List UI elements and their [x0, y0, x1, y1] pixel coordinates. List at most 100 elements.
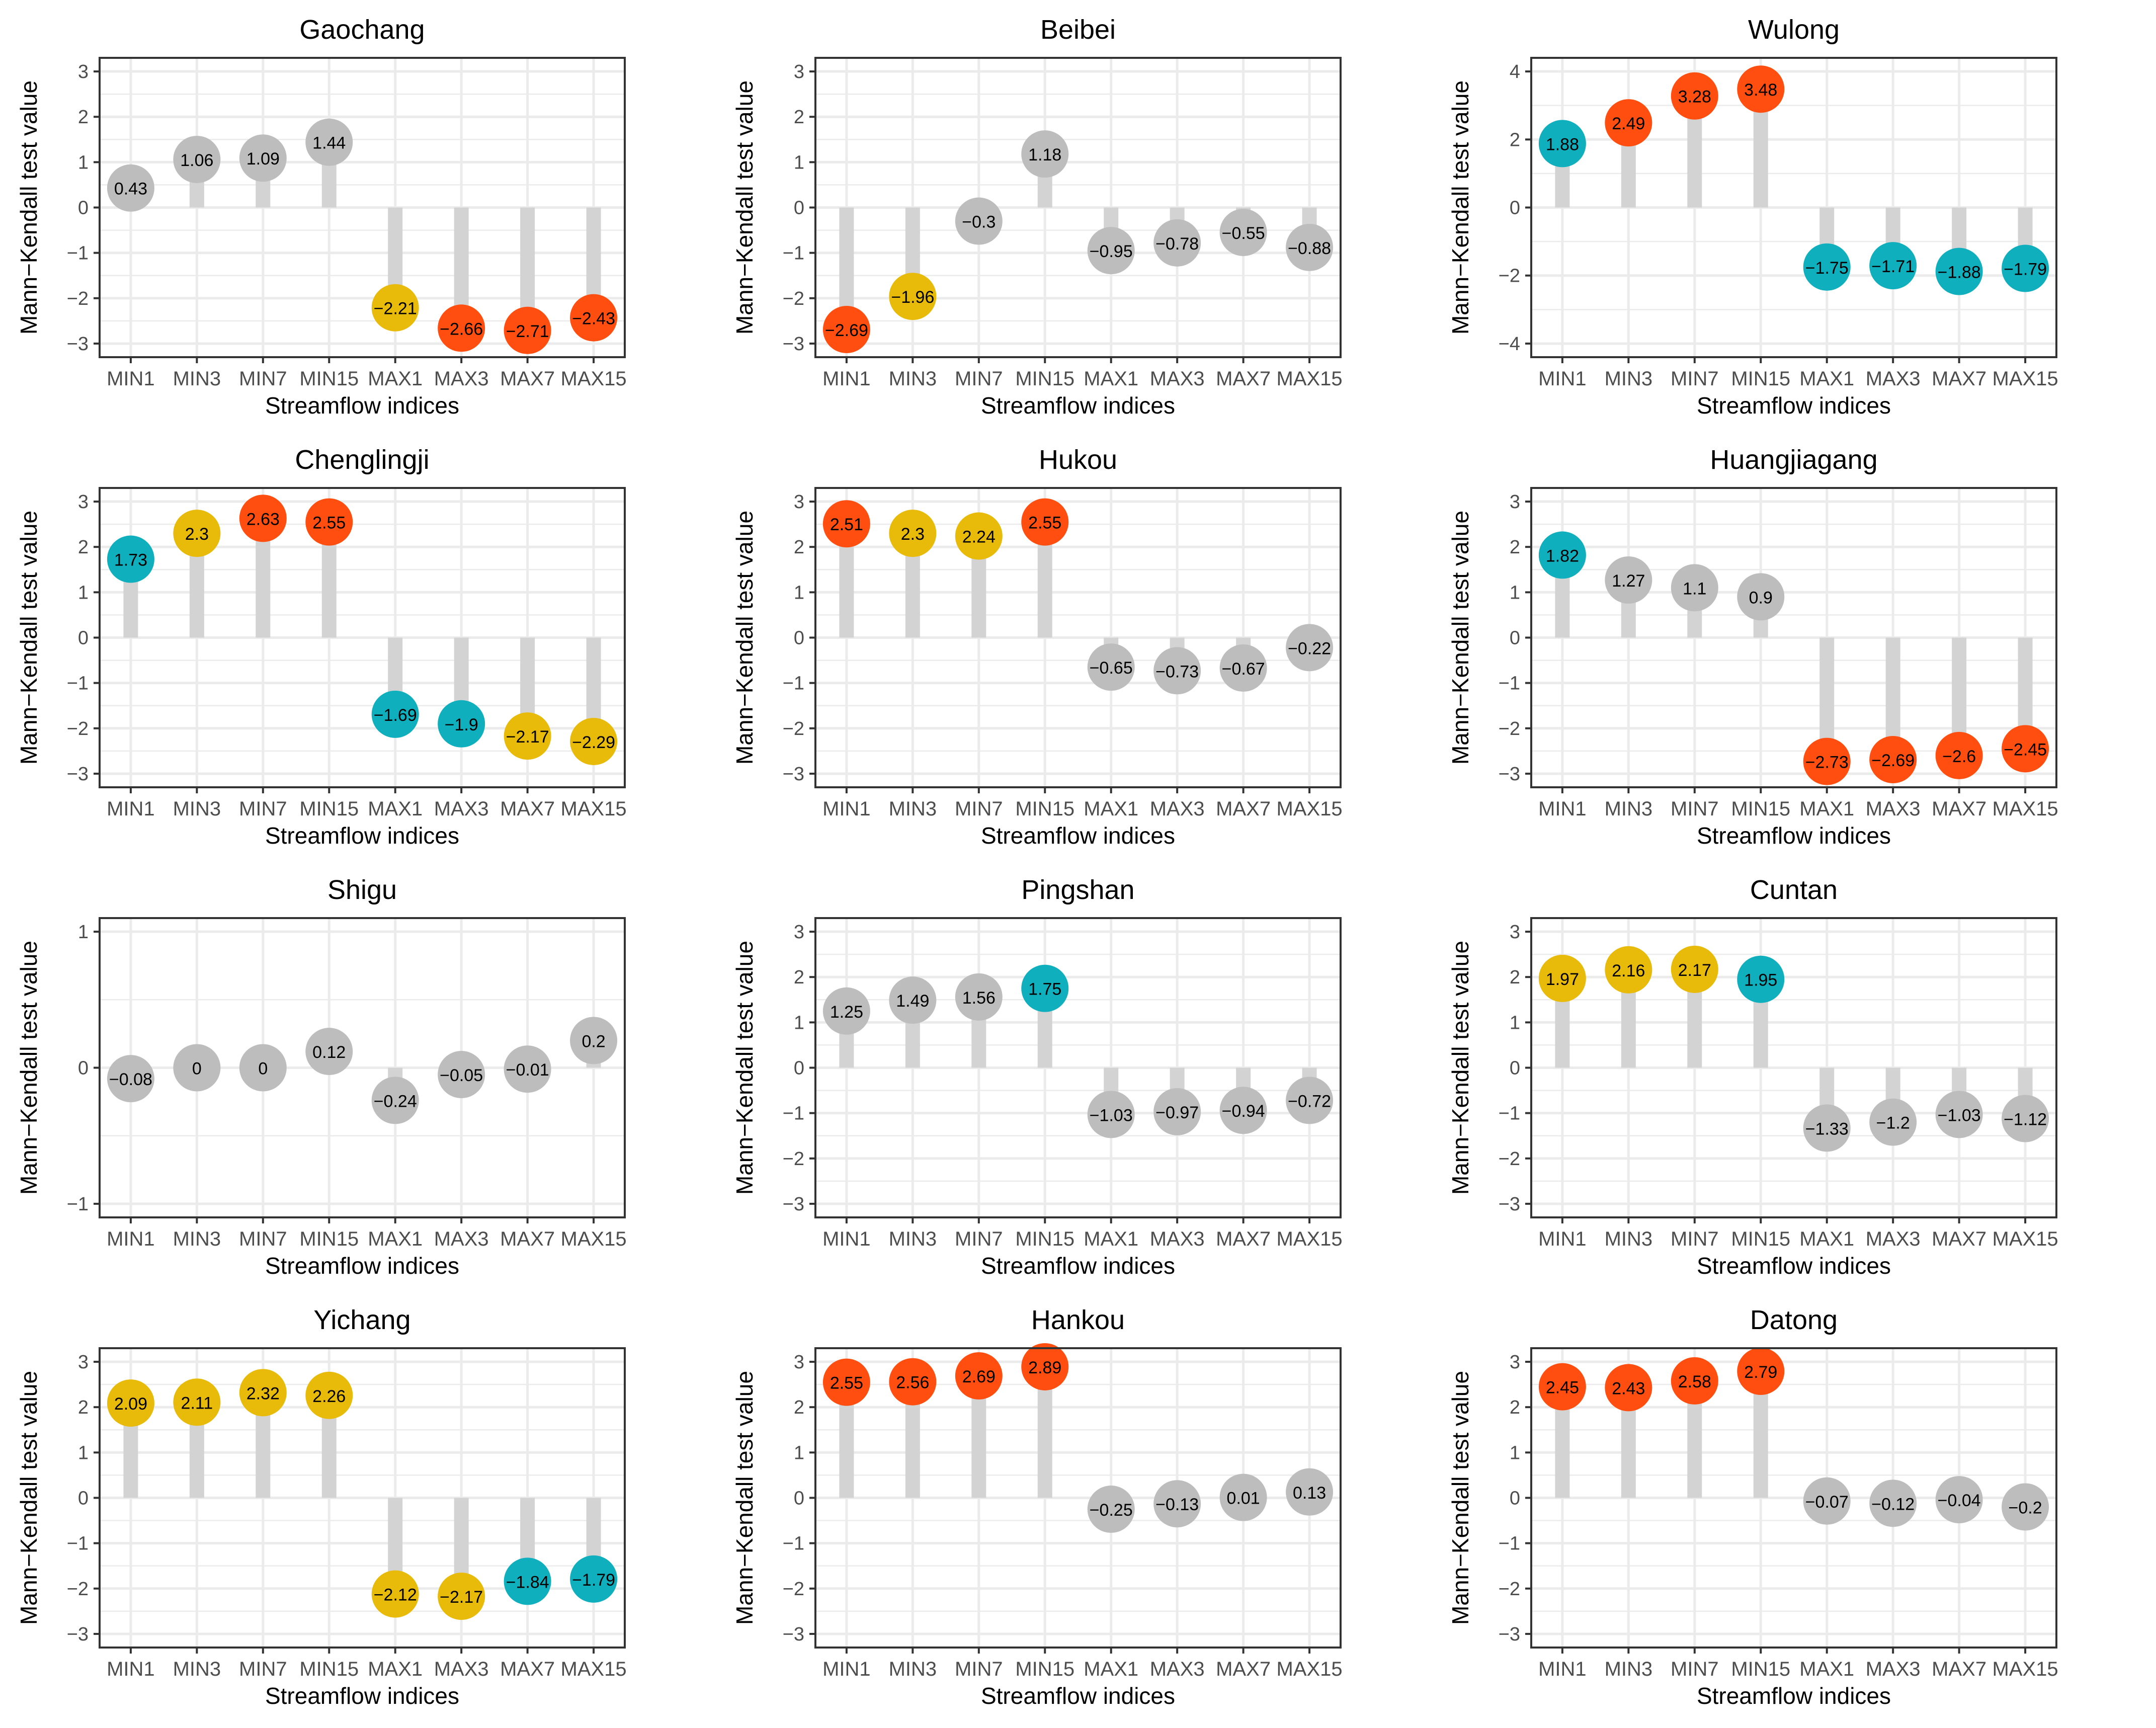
- x-tick-label: MAX15: [1993, 798, 2058, 820]
- data-label: 1.1: [1683, 579, 1706, 598]
- point-max15: [2002, 725, 2049, 773]
- y-axis-label: Mann−Kendall test value: [1447, 941, 1473, 1195]
- panel-datong: 2.45 2.43 2.58 2.79 −0.07 −0.12 −0.04 −0.2 −3 −2 −…: [1447, 1305, 2058, 1709]
- point-max3: [438, 304, 485, 352]
- x-tick-label: MIN1: [107, 1228, 155, 1250]
- panel-huangjiagang: 1.82 1.27 1.1 0.9 −2.73 −2.69 −2.6 −2.45 −3 −2 −1 0…: [1447, 445, 2058, 849]
- x-tick-label: MAX7: [500, 1658, 555, 1680]
- y-tick-label: −3: [783, 1194, 804, 1215]
- y-tick-label: 3: [1510, 1352, 1520, 1373]
- x-tick-label: MAX15: [561, 798, 627, 820]
- point-max3: [1153, 1088, 1201, 1135]
- y-axis-label: Mann−Kendall test value: [1447, 1371, 1473, 1625]
- point-max3: [1869, 242, 1917, 290]
- x-tick-label: MAX15: [1277, 798, 1343, 820]
- data-label: −0.07: [1805, 1493, 1849, 1512]
- y-tick-label: 1: [794, 1012, 804, 1033]
- x-tick-label: MAX1: [1084, 1228, 1138, 1250]
- y-tick-label: 1: [794, 152, 804, 173]
- point-min3: [1605, 946, 1652, 994]
- y-tick-label: −2: [783, 1148, 804, 1170]
- data-label: 0: [258, 1059, 268, 1079]
- point-min15: [305, 1028, 353, 1076]
- data-label: −2.45: [2004, 740, 2047, 759]
- x-tick-label: MIN15: [1015, 1658, 1074, 1680]
- point-min1: [107, 1055, 154, 1103]
- point-max7: [504, 1045, 551, 1093]
- data-label: 2.11: [181, 1393, 213, 1413]
- panel-chenglingji: 1.73 2.3 2.63 2.55 −1.69 −1.9 −2.17 −2.29 −3 −2 −1…: [16, 445, 627, 849]
- x-tick-label: MAX3: [1866, 798, 1921, 820]
- x-tick-label: MIN7: [955, 368, 1003, 390]
- data-label: −0.25: [1090, 1501, 1133, 1520]
- data-label: −0.55: [1222, 224, 1265, 243]
- panel-title: Gaochang: [299, 15, 425, 45]
- data-label: 1.73: [114, 551, 147, 570]
- x-tick-label: MIN3: [889, 798, 937, 820]
- x-tick-label: MAX15: [1993, 1228, 2058, 1250]
- y-tick-label: −4: [1499, 334, 1520, 355]
- x-tick-label: MAX15: [561, 368, 627, 390]
- y-tick-label: −1: [67, 1533, 89, 1554]
- point-min7: [955, 1352, 1003, 1400]
- x-axis-label: Streamflow indices: [981, 392, 1175, 419]
- y-tick-label: −2: [67, 718, 89, 739]
- y-tick-label: −3: [1499, 764, 1520, 785]
- y-tick-label: 2: [78, 107, 89, 128]
- point-min15: [1737, 65, 1785, 113]
- x-tick-label: MIN1: [822, 1658, 871, 1680]
- x-axis-label: Streamflow indices: [1697, 822, 1891, 849]
- x-axis-label: Streamflow indices: [981, 1683, 1175, 1709]
- x-tick-label: MAX15: [1993, 368, 2058, 390]
- y-tick-label: 3: [78, 491, 89, 513]
- data-label: −0.04: [1938, 1491, 1981, 1510]
- data-label: 1.09: [246, 149, 280, 169]
- data-label: 1.75: [1028, 980, 1061, 999]
- data-label: 0.2: [582, 1032, 605, 1051]
- point-min3: [173, 1378, 221, 1426]
- y-tick-label: 2: [1510, 537, 1520, 558]
- y-tick-label: 0: [1510, 198, 1520, 219]
- data-label: 2.51: [830, 515, 863, 534]
- data-label: 1.18: [1028, 145, 1061, 164]
- y-axis-label: Mann−Kendall test value: [731, 511, 758, 765]
- x-tick-label: MAX3: [1866, 1658, 1921, 1680]
- panel-title: Hankou: [1031, 1305, 1125, 1335]
- data-label: 2.55: [312, 514, 346, 533]
- y-tick-label: 1: [1510, 1442, 1520, 1463]
- x-tick-label: MIN7: [239, 368, 287, 390]
- data-label: 2.32: [246, 1384, 280, 1403]
- x-tick-label: MAX15: [1277, 368, 1343, 390]
- data-label: −1.03: [1090, 1106, 1133, 1125]
- point-max15: [570, 1555, 618, 1603]
- y-tick-label: −3: [67, 764, 89, 785]
- y-axis-label: Mann−Kendall test value: [1447, 511, 1473, 765]
- data-label: 2.89: [1028, 1358, 1061, 1377]
- point-min1: [1538, 954, 1586, 1002]
- x-axis-label: Streamflow indices: [265, 392, 459, 419]
- point-max7: [1219, 644, 1267, 692]
- y-tick-label: 1: [1510, 582, 1520, 603]
- data-label: 1.44: [312, 134, 346, 153]
- panel-title: Yichang: [313, 1305, 410, 1335]
- x-tick-label: MAX1: [1799, 368, 1854, 390]
- y-tick-label: 3: [794, 61, 804, 83]
- y-tick-label: 0: [794, 1488, 804, 1509]
- point-min3: [889, 976, 937, 1024]
- x-tick-label: MIN7: [955, 1228, 1003, 1250]
- point-max15: [570, 1017, 618, 1064]
- panel-hankou: 2.55 2.56 2.69 2.89 −0.25 −0.13 0.01 0.13 −3 −2 −1…: [731, 1305, 1343, 1709]
- y-tick-label: 2: [794, 1397, 804, 1418]
- data-label: −0.67: [1222, 660, 1265, 679]
- x-tick-label: MAX1: [1084, 1658, 1138, 1680]
- point-min15: [1021, 964, 1069, 1012]
- x-tick-label: MAX7: [1216, 1658, 1271, 1680]
- data-label: −0.08: [109, 1070, 152, 1089]
- y-tick-label: 3: [1510, 491, 1520, 513]
- point-max1: [371, 1077, 419, 1124]
- data-label: 2.69: [962, 1367, 996, 1386]
- panel-wulong: 1.88 2.49 3.28 3.48 −1.75 −1.71 −1.88 −1.79 −4 −2…: [1447, 15, 2058, 419]
- x-tick-label: MAX3: [1150, 1228, 1205, 1250]
- point-min3: [173, 510, 221, 557]
- point-max1: [1803, 1477, 1851, 1525]
